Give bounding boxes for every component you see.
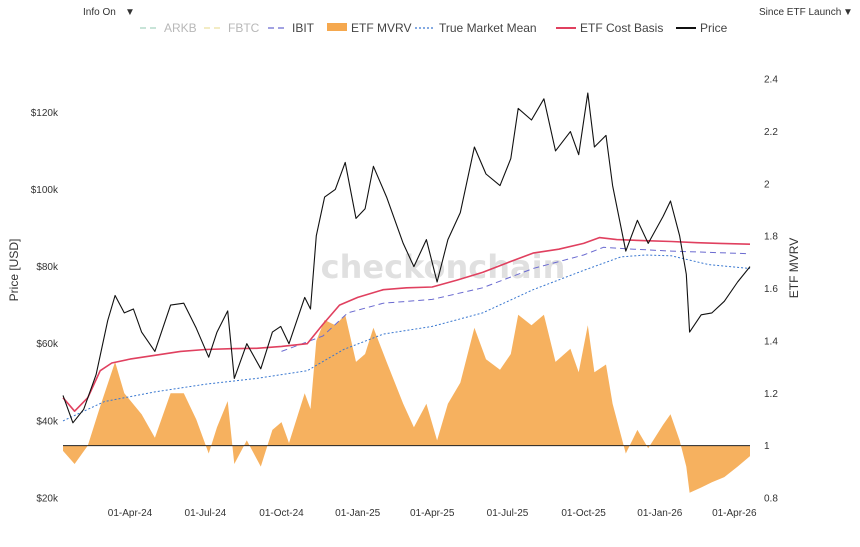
range-selector[interactable]: Since ETF Launch ▼ xyxy=(759,7,853,18)
y2-tick-label: 2.2 xyxy=(764,127,778,138)
y-tick-label: $40k xyxy=(36,416,59,427)
mvrv-area-layer xyxy=(63,314,750,493)
series-price-line xyxy=(62,92,751,424)
info-toggle[interactable]: Info On ▼ xyxy=(83,7,135,18)
y-axis-title: Price [USD] xyxy=(7,239,21,302)
series-lines-layer xyxy=(62,92,751,424)
y2-tick-label: 2.4 xyxy=(764,75,778,86)
series-true-market-mean-line xyxy=(62,254,751,422)
series-ibit-line xyxy=(281,246,751,352)
legend-item-price[interactable]: Price xyxy=(676,21,728,35)
y2-tick-label: 0.8 xyxy=(764,494,778,505)
legend-label: True Market Mean xyxy=(439,21,537,35)
x-tick-label: 01-Jan-26 xyxy=(637,508,682,519)
y2-tick-label: 1 xyxy=(764,441,770,452)
y-tick-label: $20k xyxy=(36,494,59,505)
y2-tick-label: 1.4 xyxy=(764,336,778,347)
x-tick-label: 01-Apr-24 xyxy=(108,508,153,519)
y-axis-left: $20k $40k $60k $80k $100k $120k xyxy=(31,108,59,505)
range-selector-caret-icon: ▼ xyxy=(843,7,853,18)
legend-label: ETF MVRV xyxy=(351,21,411,35)
x-tick-label: 01-Oct-24 xyxy=(259,508,304,519)
info-toggle-caret-icon: ▼ xyxy=(125,7,135,18)
legend-label: IBIT xyxy=(292,21,315,35)
x-tick-label: 01-Jul-24 xyxy=(185,508,227,519)
legend-item-etf-mvrv[interactable]: ETF MVRV xyxy=(327,21,411,35)
x-axis: 01-Apr-24 01-Jul-24 01-Oct-24 01-Jan-25 01-A… xyxy=(108,508,757,519)
x-tick-label: 01-Apr-25 xyxy=(410,508,455,519)
y2-tick-label: 1.2 xyxy=(764,389,778,400)
x-tick-label: 01-Jul-25 xyxy=(487,508,529,519)
legend-item-fbtc[interactable]: FBTC xyxy=(204,21,260,35)
info-toggle-label: Info On xyxy=(83,7,116,18)
y-tick-label: $60k xyxy=(36,339,59,350)
y2-tick-label: 2 xyxy=(764,179,770,190)
y-tick-label: $120k xyxy=(31,108,59,119)
legend-label: Price xyxy=(700,21,728,35)
x-tick-label: 01-Jan-25 xyxy=(335,508,380,519)
y2-tick-label: 1.8 xyxy=(764,232,778,243)
x-tick-label: 01-Apr-26 xyxy=(712,508,757,519)
legend-item-ibit[interactable]: IBIT xyxy=(268,21,315,35)
legend-label: FBTC xyxy=(228,21,260,35)
legend-label: ARKB xyxy=(164,21,197,35)
chart-legend: ARKB FBTC IBIT ETF MVRV True Market Mean ETF … xyxy=(140,21,728,35)
y2-tick-label: 1.6 xyxy=(764,284,778,295)
y2-axis-title: ETF MVRV xyxy=(787,238,801,298)
range-selector-label: Since ETF Launch xyxy=(759,7,841,18)
series-etf-cost-basis-line xyxy=(62,236,751,413)
legend-item-arkb[interactable]: ARKB xyxy=(140,21,197,35)
y-tick-label: $100k xyxy=(31,185,59,196)
x-tick-label: 01-Oct-25 xyxy=(561,508,606,519)
y-tick-label: $80k xyxy=(36,262,59,273)
legend-swatch xyxy=(327,23,347,31)
legend-item-etf-cost-basis[interactable]: ETF Cost Basis xyxy=(556,21,663,35)
legend-label: ETF Cost Basis xyxy=(580,21,663,35)
legend-item-true-market-mean[interactable]: True Market Mean xyxy=(415,21,537,35)
series-etf-mvrv-area xyxy=(63,314,750,493)
watermark: checkonchain xyxy=(321,248,566,286)
y-axis-right: 0.8 1 1.2 1.4 1.6 1.8 2 2.2 2.4 xyxy=(764,75,778,505)
